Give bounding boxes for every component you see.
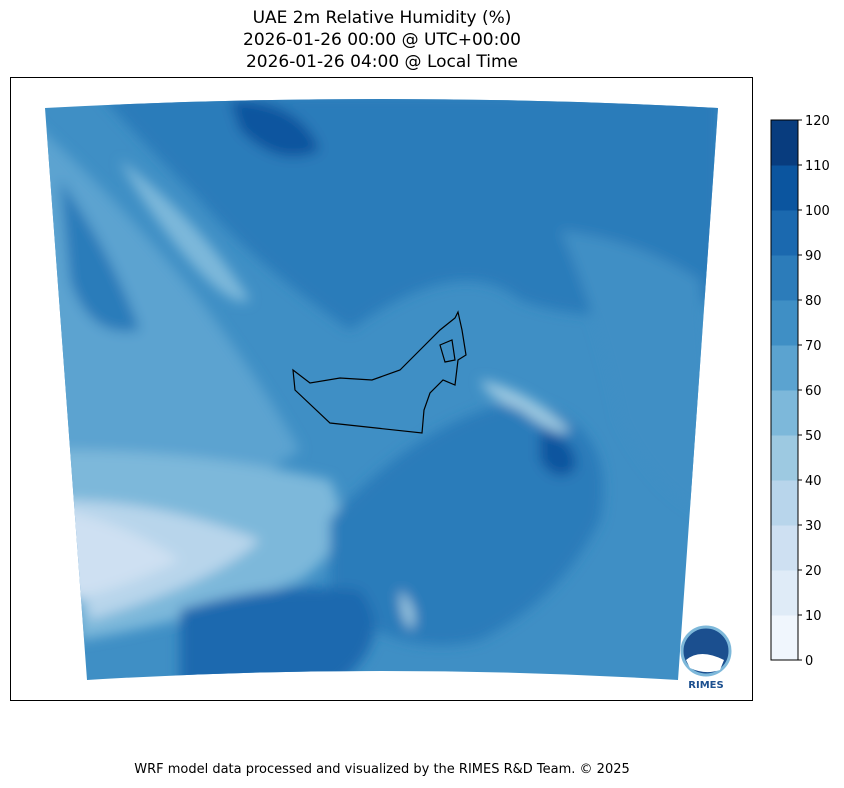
contour-region: [540, 430, 576, 476]
contour-region: [60, 510, 180, 600]
contour-region: [60, 180, 140, 332]
colorbar-band-40: [771, 435, 798, 481]
colorbar-band-100: [771, 165, 798, 211]
colorbar-tick-label: 50: [805, 429, 822, 444]
contour-region: [400, 590, 415, 630]
contour-region: [45, 120, 300, 520]
colorbar-tick-label: 110: [805, 159, 830, 174]
rimes-logo: RIMES: [680, 625, 732, 691]
contour-region: [330, 400, 604, 645]
title-line-3: 2026-01-26 04:00 @ Local Time: [245, 52, 519, 72]
colorbar-tick-label: 0: [805, 654, 813, 669]
colorbar-tick-label: 80: [805, 294, 822, 309]
title-line-2: 2026-01-26 00:00 @ UTC+00:00: [243, 30, 521, 50]
colorbar-band-50: [771, 390, 798, 436]
rimes-logo-wave: [686, 654, 724, 673]
colorbar-band-90: [771, 210, 798, 256]
uae-border: [292, 310, 467, 434]
footer-credit: WRF model data processed and visualized …: [134, 762, 630, 777]
colorbar: 0 10 20 30 40 50 60 70 80 90 100 110 120: [770, 114, 830, 669]
contour-region: [230, 100, 320, 157]
map-frame: [10, 77, 753, 701]
colorbar-tick-label: 30: [805, 519, 822, 534]
title-line-1: UAE 2m Relative Humidity (%): [252, 8, 512, 28]
colorbar-bands: [771, 120, 798, 661]
colorbar-band-60: [771, 345, 798, 391]
uae-border-outline: [292, 310, 467, 434]
colorbar-band-10: [771, 570, 798, 616]
contour-region: [480, 380, 570, 433]
colorbar-band-80: [771, 255, 798, 301]
colorbar-band-70: [771, 300, 798, 346]
rimes-logo-text: RIMES: [688, 680, 723, 691]
uae-border-inner: [439, 339, 456, 363]
colorbar-tick-label: 100: [805, 204, 830, 219]
contour-region: [120, 160, 250, 302]
colorbar-band-20: [771, 525, 798, 571]
colorbar-tick-label: 20: [805, 564, 822, 579]
colorbar-band-30: [771, 480, 798, 526]
contour-region: [180, 587, 375, 680]
colorbar-band-110: [771, 120, 798, 166]
colorbar-tick-label: 60: [805, 384, 822, 399]
colorbar-tick-label: 40: [805, 474, 822, 489]
contour-region: [100, 99, 718, 330]
colorbar-tick-label: 120: [805, 114, 830, 129]
colorbar-tick-label: 90: [805, 249, 822, 264]
colorbar-band-0: [771, 615, 798, 661]
colorbar-ticks: 0 10 20 30 40 50 60 70 80 90 100 110 120: [798, 114, 830, 669]
colorbar-tick-label: 10: [805, 609, 822, 624]
colorbar-tick-label: 70: [805, 339, 822, 354]
contour-region: [560, 230, 718, 520]
